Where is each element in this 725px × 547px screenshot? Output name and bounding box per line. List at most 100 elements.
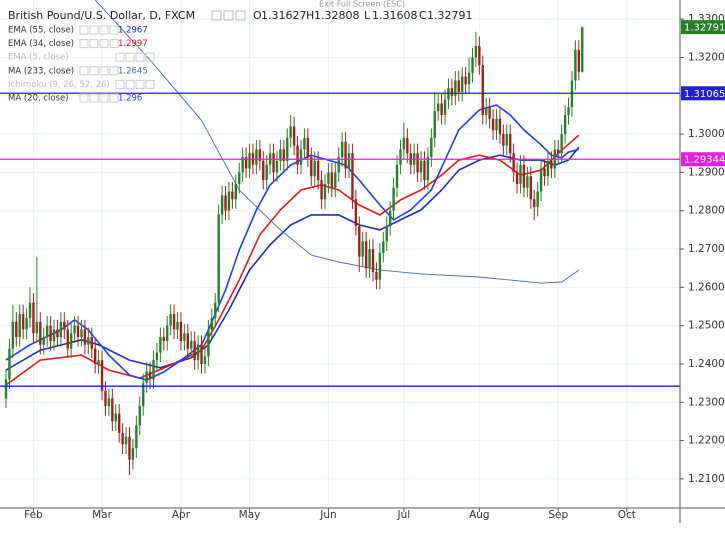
legend-icon[interactable] (115, 79, 125, 89)
candle-body (176, 321, 179, 330)
legend-icon[interactable] (109, 39, 119, 49)
candle-body (66, 329, 69, 349)
candle-body (275, 160, 279, 173)
candle-body (385, 226, 388, 242)
candle-body (148, 371, 152, 380)
legend-icon[interactable] (99, 66, 109, 76)
legend-icon[interactable] (109, 93, 119, 103)
candle-body (210, 317, 214, 330)
candle-body (323, 183, 327, 200)
candle-body (567, 107, 570, 115)
candle-body (162, 337, 165, 341)
candle-body (351, 153, 354, 200)
candle-body (340, 141, 344, 158)
legend-icon[interactable] (89, 66, 99, 76)
candle-body (306, 137, 310, 158)
legend-icon[interactable] (109, 25, 119, 35)
candle-body (286, 137, 289, 161)
x-tick-label: Aug (469, 509, 490, 521)
fullscreen-hint[interactable]: Exit Full Screen (ESC) (319, 0, 405, 9)
legend-icon[interactable] (79, 66, 89, 76)
legend-icon[interactable] (235, 10, 246, 21)
legend-icon[interactable] (135, 52, 145, 62)
legend-name[interactable]: EMA (34, close) (8, 39, 74, 49)
candle-body (460, 76, 464, 92)
legend-icon[interactable] (145, 79, 155, 89)
candle-body (426, 157, 430, 181)
candle-body (334, 172, 337, 188)
legend-name[interactable]: MA (20, close) (8, 94, 69, 104)
legend-icon[interactable] (211, 10, 222, 21)
candle-body (135, 425, 138, 449)
candle-body (183, 333, 186, 341)
candle-body (220, 195, 224, 215)
ohlc-value: 1.31627 (261, 9, 307, 22)
chart-title: British Pound/U.S. Dollar, D, FXCM (8, 9, 195, 22)
candle-body (35, 321, 39, 334)
candle-body (512, 153, 515, 173)
price-tag: 1.31065 (684, 89, 725, 100)
legend-icon[interactable] (89, 93, 99, 103)
legend-icon[interactable] (135, 79, 145, 89)
candle-body (354, 199, 358, 227)
candle-body (313, 160, 316, 177)
legend-icon[interactable] (125, 52, 135, 62)
candle-body (316, 160, 320, 181)
candle-body (546, 160, 550, 177)
legend-icon[interactable] (79, 25, 89, 35)
candle-body (152, 360, 155, 380)
candle-body (203, 356, 207, 364)
candle-body (303, 137, 306, 150)
ohlc-value: 1.32808 (314, 9, 360, 22)
legend-icon[interactable] (145, 52, 155, 62)
candle-body (93, 348, 97, 364)
candle-body (190, 340, 193, 349)
candle-body (519, 164, 522, 184)
legend-icon[interactable] (79, 93, 89, 103)
candle-body (406, 137, 409, 154)
ohlc-label: C (419, 9, 427, 22)
legend-icon[interactable] (89, 25, 99, 35)
y-tick-label: 1.23000 (688, 396, 725, 408)
candle-body (481, 65, 484, 115)
candle-body (186, 333, 189, 349)
candle-body (485, 107, 488, 115)
legend-icon[interactable] (79, 39, 89, 49)
legend-icon[interactable] (115, 52, 125, 62)
candle-body (399, 149, 402, 165)
candle-body (488, 107, 491, 119)
candle-body (63, 321, 66, 330)
candle-body (59, 321, 63, 338)
candle-body (80, 329, 83, 338)
legend-name[interactable]: MA (233, close) (8, 66, 74, 76)
candle-body (419, 160, 423, 173)
legend-icon[interactable] (223, 10, 234, 21)
candle-body (159, 337, 162, 353)
legend-icon[interactable] (99, 25, 109, 35)
candle-body (142, 383, 145, 407)
candle-body (471, 57, 474, 73)
indicator-line (94, 0, 580, 284)
legend-name[interactable]: EMA (55, close) (8, 26, 74, 36)
legend-icon[interactable] (89, 39, 99, 49)
candle-body (193, 340, 196, 361)
candle-body (155, 352, 159, 361)
legend-name[interactable]: EMA (5, close) (8, 53, 69, 63)
legend-icon[interactable] (99, 93, 109, 103)
candle-body (368, 249, 371, 269)
candle-body (214, 302, 217, 318)
price-tag-bg (681, 86, 725, 101)
legend-icon[interactable] (99, 39, 109, 49)
candle-body (114, 413, 117, 422)
candle-body (42, 337, 45, 345)
x-tick-label: May (239, 509, 261, 521)
legend-icon[interactable] (109, 66, 119, 76)
legend-icon[interactable] (125, 79, 135, 89)
legend-name[interactable]: Ichimoku (9, 26, 52, 26) (8, 80, 110, 90)
candle-body (224, 195, 227, 211)
candle-body (423, 160, 426, 181)
candle-body (560, 134, 563, 154)
y-tick-label: 1.27000 (688, 243, 725, 255)
candle-body (478, 45, 481, 66)
